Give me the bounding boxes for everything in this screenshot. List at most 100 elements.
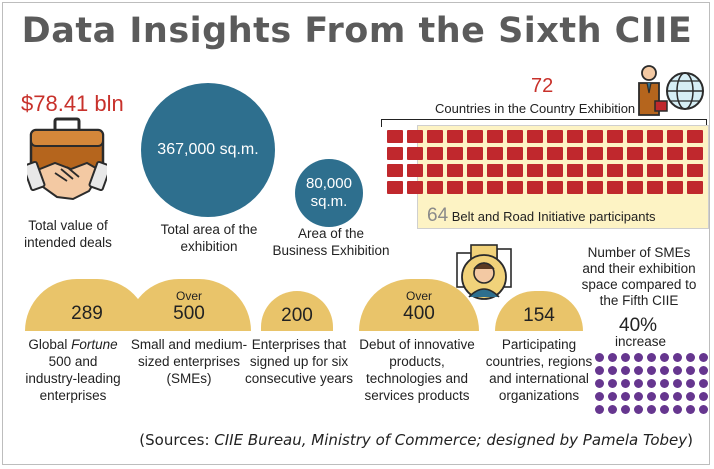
- sme-dot: [686, 392, 695, 401]
- sme-dot: [621, 353, 630, 362]
- country-square: [507, 164, 523, 177]
- country-square: [527, 181, 543, 194]
- stat-dome-2: Over 500: [127, 279, 251, 331]
- country-square: [627, 181, 643, 194]
- country-square: [507, 130, 523, 143]
- country-square: [407, 147, 423, 160]
- country-square: [667, 130, 683, 143]
- country-square: [667, 181, 683, 194]
- sme-dot: [647, 392, 656, 401]
- country-square: [447, 130, 463, 143]
- country-square: [587, 130, 603, 143]
- country-square: [647, 130, 663, 143]
- country-square: [467, 130, 483, 143]
- sme-dot: [634, 392, 643, 401]
- country-square: [627, 147, 643, 160]
- sme-dot: [686, 405, 695, 414]
- country-square: [567, 164, 583, 177]
- stat-dome-3: 200: [261, 291, 333, 331]
- sme-dot: [647, 405, 656, 414]
- country-square: [587, 181, 603, 194]
- infographic: Data Insights From the Sixth CIIE $78.41…: [2, 2, 710, 465]
- smes-sub: increase: [615, 334, 667, 349]
- country-square: [667, 147, 683, 160]
- businessman-city-icon: [453, 243, 515, 305]
- sources-open: (Sources:: [139, 431, 215, 449]
- business-area-value-1: 80,000: [306, 175, 352, 192]
- country-square: [387, 147, 403, 160]
- stat-5-num: 154: [523, 305, 555, 326]
- fortune-label-post: 500 and industry-leading enterprises: [25, 354, 121, 403]
- sme-dot: [673, 392, 682, 401]
- stat-4-over: Over: [405, 289, 432, 303]
- country-square: [587, 147, 603, 160]
- country-square: [427, 181, 443, 194]
- sources-em: CIIE Bureau, Ministry of Commerce; desig…: [214, 431, 688, 449]
- country-square: [687, 181, 703, 194]
- country-square: [487, 164, 503, 177]
- smes-label: Number of SMEs and their exhibition spac…: [581, 245, 697, 308]
- country-square: [667, 164, 683, 177]
- country-square: [687, 130, 703, 143]
- country-square: [527, 147, 543, 160]
- business-area-value-2: sq.m.: [310, 193, 348, 210]
- country-square: [387, 164, 403, 177]
- stat-1-label: Global Fortune 500 and industry-leading …: [21, 336, 125, 404]
- stat-1-num: 289: [71, 303, 103, 324]
- country-square: [687, 164, 703, 177]
- deals-label: Total value of intended deals: [24, 218, 112, 250]
- sme-dot: [647, 366, 656, 375]
- sme-dot: [686, 366, 695, 375]
- country-square: [407, 130, 423, 143]
- sme-dot: [595, 379, 604, 388]
- countries-grid: [387, 130, 703, 211]
- sme-dot: [608, 392, 617, 401]
- sme-dot: [686, 379, 695, 388]
- country-square: [607, 181, 623, 194]
- country-square: [547, 130, 563, 143]
- briefcase-handshake-icon: [22, 117, 112, 207]
- sme-dot: [595, 353, 604, 362]
- sme-dot: [699, 392, 708, 401]
- sme-dot: [660, 392, 669, 401]
- sme-dot: [699, 379, 708, 388]
- sme-dot: [660, 405, 669, 414]
- bri-count: 64: [427, 205, 449, 226]
- country-square: [447, 164, 463, 177]
- country-square: [607, 130, 623, 143]
- country-square: [467, 164, 483, 177]
- sme-dot: [686, 353, 695, 362]
- sources-line: (Sources: CIIE Bureau, Ministry of Comme…: [139, 431, 693, 449]
- country-square: [507, 147, 523, 160]
- sme-dot: [634, 366, 643, 375]
- country-square: [607, 147, 623, 160]
- country-square: [407, 164, 423, 177]
- country-square: [547, 147, 563, 160]
- businessman-globe-icon: [635, 65, 705, 121]
- sme-dot: [621, 379, 630, 388]
- country-square: [627, 130, 643, 143]
- countries-label: Countries in the Country Exhibition: [435, 101, 636, 116]
- country-square: [407, 181, 423, 194]
- country-square: [427, 130, 443, 143]
- country-square: [527, 130, 543, 143]
- sme-dot: [634, 405, 643, 414]
- sme-dot: [660, 366, 669, 375]
- sme-dot: [647, 379, 656, 388]
- bri-text: 64 Belt and Road Initiative participants: [427, 205, 656, 227]
- stat-2-label: Small and medium-sized enterprises (SMEs…: [130, 337, 248, 386]
- fortune-label-pre: Global: [28, 337, 72, 352]
- country-square: [427, 147, 443, 160]
- country-square: [647, 164, 663, 177]
- country-square: [687, 147, 703, 160]
- total-area-value: 367,000 sq.m.: [157, 141, 259, 158]
- country-square: [627, 164, 643, 177]
- country-square: [647, 147, 663, 160]
- page-title: Data Insights From the Sixth CIIE: [21, 11, 693, 51]
- sme-dot: [621, 405, 630, 414]
- country-square: [387, 181, 403, 194]
- sme-dot: [595, 405, 604, 414]
- country-square: [567, 147, 583, 160]
- country-square: [607, 164, 623, 177]
- country-square: [467, 181, 483, 194]
